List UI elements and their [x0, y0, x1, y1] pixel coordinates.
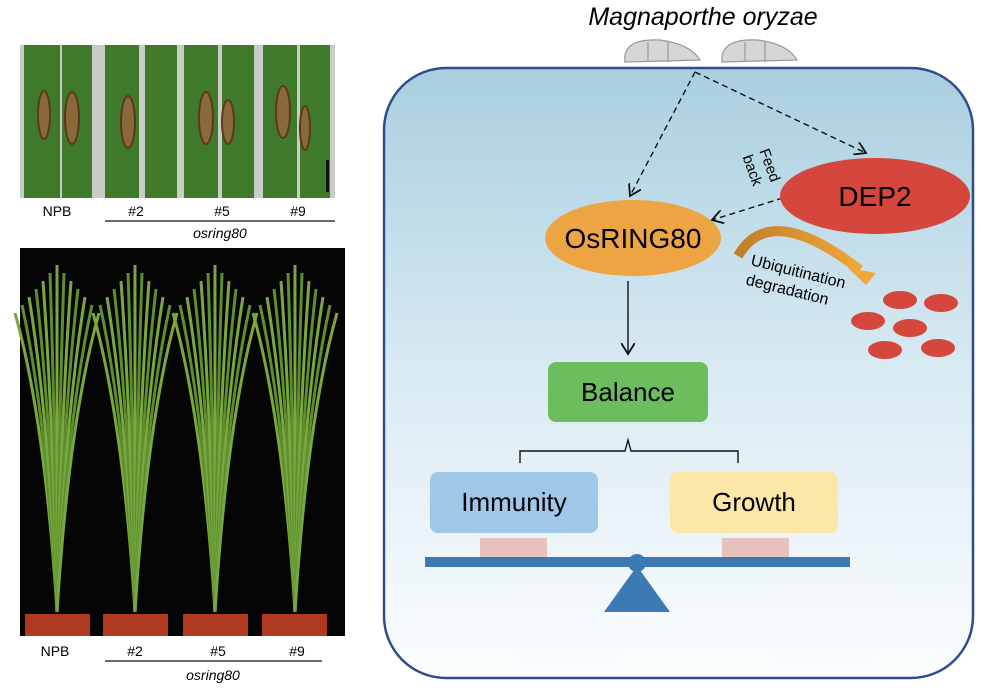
- immunity-label: Immunity: [461, 487, 566, 517]
- plant-photo: [13, 248, 345, 636]
- plant-label-2: #2: [127, 643, 143, 659]
- degraded-dep2-fragments: [851, 291, 958, 359]
- leaf-lesion-photo: [20, 45, 335, 198]
- plant-label-npb: NPB: [41, 643, 70, 659]
- plant-leaf: [55, 312, 101, 613]
- osring80-node: [545, 200, 721, 276]
- plant-leaf: [293, 312, 339, 613]
- ubiquitination-arrowhead: [848, 268, 876, 285]
- leaf-label-5: #5: [214, 203, 230, 219]
- balance-scale-icon: [425, 538, 850, 612]
- pathogen-label: Magnaporthe oryzae: [588, 3, 817, 31]
- osring80-label: OsRING80: [565, 223, 702, 254]
- plant-photo-labels: NPB #2 #5 #9 osring80: [41, 643, 322, 683]
- plant-label-5: #5: [210, 643, 226, 659]
- plant-leaf: [133, 312, 179, 613]
- leaf-label-9: #9: [290, 203, 306, 219]
- plant-group-label: osring80: [186, 667, 240, 683]
- balance-label: Balance: [581, 377, 675, 407]
- spore-icon: [721, 39, 799, 63]
- spore-icon: [624, 39, 702, 63]
- dep2-node: [780, 158, 970, 234]
- pathogen-to-osring80-arrow: [630, 71, 696, 196]
- plant-label-9: #9: [289, 643, 305, 659]
- growth-node: [670, 472, 838, 533]
- immunity-node: [430, 472, 598, 533]
- leaf-label-npb: NPB: [43, 203, 72, 219]
- ubiquitination-arrow: [733, 226, 864, 274]
- balance-node: [548, 362, 708, 422]
- growth-label: Growth: [712, 487, 796, 517]
- balance-brace: [519, 437, 739, 463]
- leaf-group-label: osring80: [193, 225, 247, 241]
- dep2-label: DEP2: [838, 181, 911, 212]
- spore-icons: [624, 39, 799, 63]
- leaf-label-2: #2: [128, 203, 144, 219]
- leaf-photo-labels: NPB #2 #5 #9 osring80: [43, 203, 335, 241]
- pathogen-to-dep2-arrow: [694, 71, 866, 153]
- plant-leaf: [213, 312, 259, 613]
